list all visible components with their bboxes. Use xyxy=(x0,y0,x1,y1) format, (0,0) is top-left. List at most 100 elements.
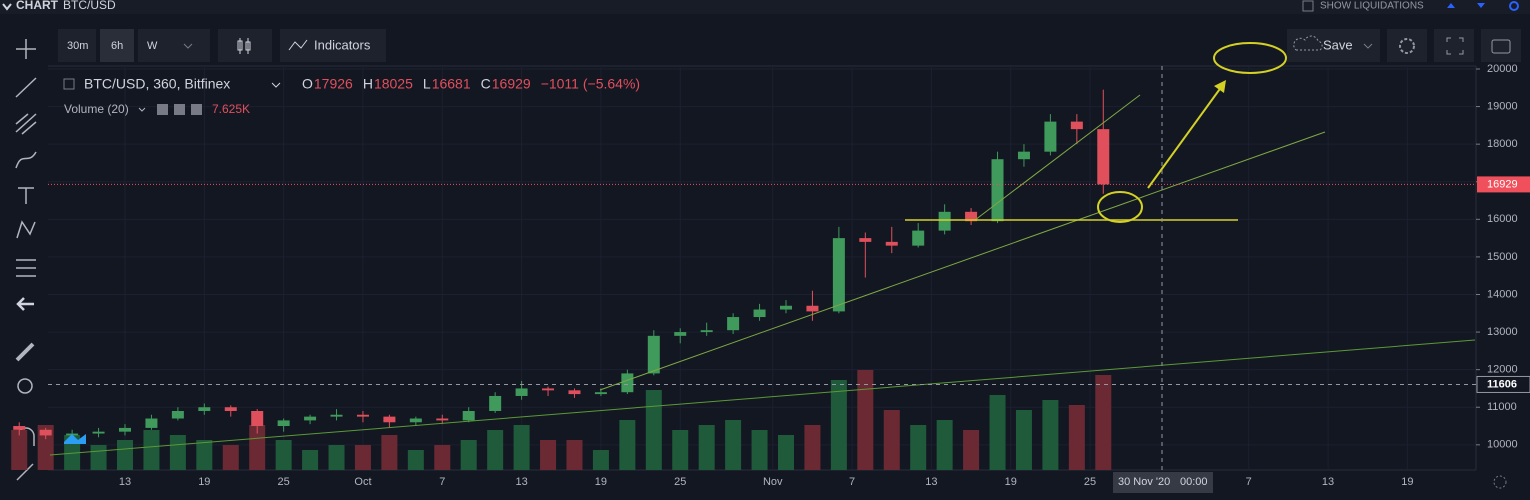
volume-bar xyxy=(1095,375,1112,470)
ohlc-key: C xyxy=(481,76,491,92)
crosshair-tool[interactable] xyxy=(16,39,36,59)
collapse-icon[interactable] xyxy=(2,3,12,11)
volume-bar xyxy=(804,425,821,470)
ohlc-key: H xyxy=(363,76,373,92)
volume-bar xyxy=(354,445,371,470)
brush-tool[interactable] xyxy=(15,151,37,169)
candle-body xyxy=(1070,121,1083,130)
pattern-tool[interactable] xyxy=(16,220,36,239)
candle-body xyxy=(594,392,607,395)
ohlc-key: O xyxy=(302,76,313,92)
volume-bar xyxy=(619,420,636,470)
dropdown-icon[interactable] xyxy=(1363,43,1373,49)
candle-body xyxy=(568,390,581,395)
candle-body xyxy=(383,416,396,423)
snapshot-button[interactable] xyxy=(1481,29,1521,62)
volume-bar xyxy=(751,430,768,470)
down-icon[interactable] xyxy=(1477,3,1485,8)
lock-tool[interactable] xyxy=(16,463,34,481)
indicators-button[interactable] xyxy=(280,29,386,62)
up-icon[interactable] xyxy=(1447,3,1455,8)
dropdown-icon[interactable] xyxy=(271,82,281,88)
ohlc-legend: O 17926 H 18025 L 16681 C 16929 −1011 (−5.64%) xyxy=(302,76,640,92)
settings-button[interactable] xyxy=(1387,29,1427,62)
liquidations-toggle[interactable]: SHOW LIQUIDATIONS xyxy=(1320,1,1424,12)
x-tick-label: Oct xyxy=(354,476,371,488)
candle-body xyxy=(885,241,898,246)
candle-body xyxy=(938,211,951,231)
trendline-tool[interactable] xyxy=(15,77,37,98)
dropdown-icon[interactable] xyxy=(183,43,193,49)
volume-bar xyxy=(196,440,213,470)
volume-bar xyxy=(249,425,266,470)
panel-title: CHART xyxy=(16,0,59,12)
remove-button[interactable] xyxy=(191,104,202,115)
candle-body xyxy=(251,410,264,427)
x-tick-label: 19 xyxy=(1005,476,1017,488)
candle-body xyxy=(991,159,1004,222)
price-label-box xyxy=(1477,176,1530,193)
settings-button[interactable] xyxy=(174,104,185,115)
x-tick-label: 13 xyxy=(119,476,131,488)
volume-bar xyxy=(857,370,874,470)
candle-body xyxy=(13,426,26,430)
refresh-icon[interactable] xyxy=(1509,1,1519,11)
volume-bar xyxy=(936,420,953,470)
x-tick-label: 19 xyxy=(595,476,607,488)
x-tick-label: 13 xyxy=(925,476,937,488)
volume-bar xyxy=(778,435,794,470)
volume-bar xyxy=(222,445,239,470)
liquidations-checkbox[interactable] xyxy=(1302,0,1314,12)
y-tick-label: 11000 xyxy=(1487,401,1517,413)
y-tick-label: 10000 xyxy=(1487,439,1518,451)
chart-type-button[interactable] xyxy=(218,29,272,62)
axis-settings[interactable] xyxy=(1493,475,1507,489)
text-tool[interactable] xyxy=(18,187,34,204)
collapse-legend[interactable] xyxy=(63,78,75,90)
candle-body xyxy=(806,305,819,312)
candle-body xyxy=(912,230,925,246)
candle-body xyxy=(647,335,660,374)
volume-bar xyxy=(434,445,451,470)
settings-icon xyxy=(1399,38,1415,54)
x-tick-label: 25 xyxy=(674,476,686,488)
measure-tool[interactable] xyxy=(15,342,35,362)
fib-tool[interactable] xyxy=(15,113,37,135)
interval-button[interactable] xyxy=(100,29,134,62)
fullscreen-button[interactable] xyxy=(1434,29,1474,62)
prediction-tool[interactable] xyxy=(16,259,36,277)
indicators-icon xyxy=(288,39,308,51)
crosshair-date: 30 Nov '20 xyxy=(1118,476,1170,488)
visibility-button[interactable] xyxy=(157,104,168,115)
top-bar xyxy=(0,0,1530,14)
volume-bar xyxy=(169,435,186,470)
dropdown-icon[interactable] xyxy=(138,107,146,112)
target-ellipse xyxy=(1213,42,1287,74)
candle-body xyxy=(489,395,502,411)
interval-label: 6h xyxy=(111,40,123,52)
interval-button[interactable] xyxy=(58,29,96,62)
candle-body xyxy=(1044,121,1057,152)
candle-body xyxy=(119,427,131,432)
trend-line xyxy=(49,339,1476,456)
arrow-head xyxy=(1214,80,1226,93)
crosshair-date-box xyxy=(1113,472,1213,493)
candle-body xyxy=(171,410,184,419)
interval-button[interactable] xyxy=(138,29,210,62)
save-label: Save xyxy=(1323,37,1353,52)
interval-label: W xyxy=(147,40,158,52)
cloud-icon xyxy=(1293,35,1323,51)
volume-bar xyxy=(143,430,160,470)
candle-body xyxy=(832,238,845,312)
candles xyxy=(11,66,1476,470)
save-button[interactable] xyxy=(1287,29,1380,62)
candle-body xyxy=(409,418,422,423)
candle-body xyxy=(92,431,105,434)
back-tool[interactable] xyxy=(16,297,34,311)
zoom-tool[interactable] xyxy=(17,378,33,394)
volume-bar xyxy=(910,425,927,470)
interval-label: 30m xyxy=(67,40,88,52)
trend-line xyxy=(974,94,1141,221)
volume-bar xyxy=(592,450,609,470)
candle-body xyxy=(145,418,158,428)
